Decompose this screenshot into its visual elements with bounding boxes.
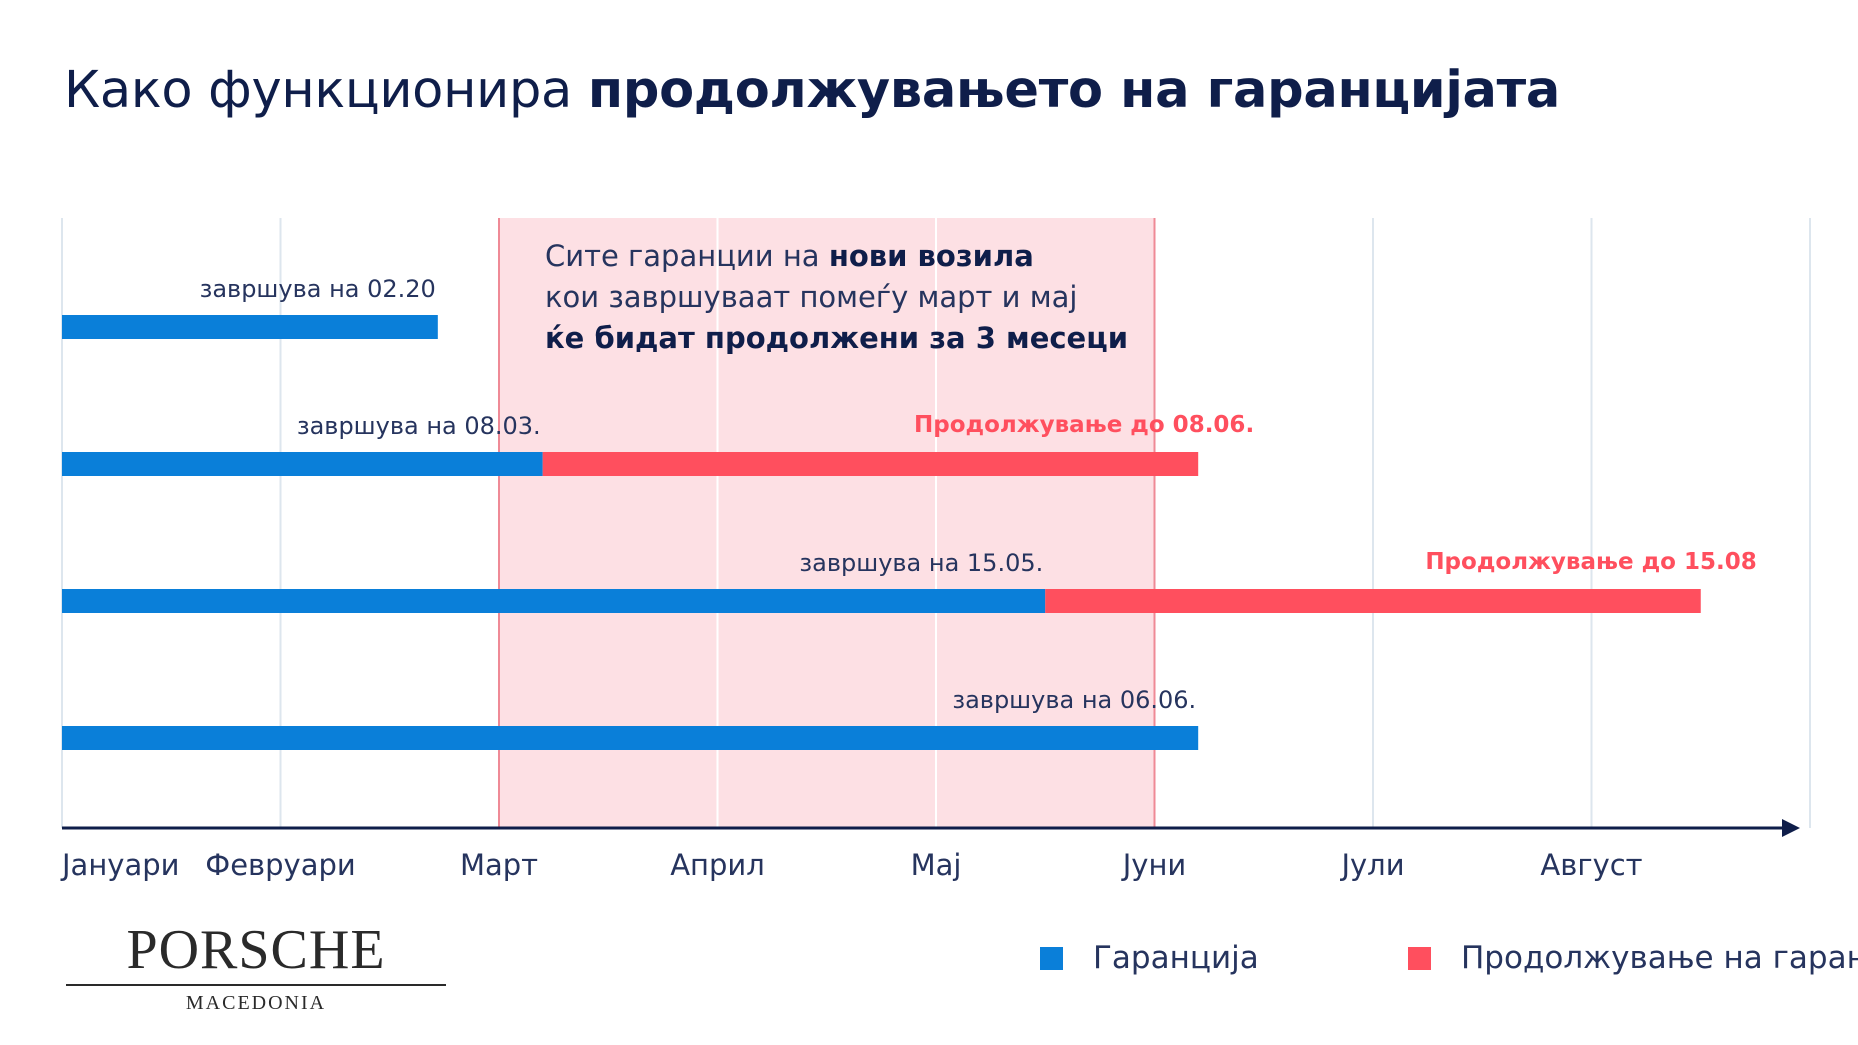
x-tick-label: Февруари [205, 848, 356, 882]
x-tick-label: Април [670, 848, 765, 882]
bar-extension-2 [542, 452, 1199, 476]
note-line-3-bold: ќе бидат продолжени за 3 месеци [545, 321, 1129, 355]
title-bold: продолжувањето на гаранцијата [587, 61, 1561, 120]
bar-warranty-2 [62, 452, 543, 476]
x-tick-label: Март [460, 848, 538, 882]
bars-group [62, 315, 1701, 750]
note-line-3: ќе бидат продолжени за 3 месеци [545, 318, 1128, 359]
bar-label-warranty-3: завршува на 15.05. [799, 549, 1043, 577]
note-line-1-light: Сите гаранции на [545, 239, 820, 273]
page-title: Како функционира продолжувањето на гаран… [64, 58, 1560, 124]
bar-label-warranty-1: завршува на 02.20 [200, 275, 436, 303]
bar-warranty-4 [62, 726, 1199, 750]
bar-label-extension-2: Продолжување до 08.06. [914, 412, 1254, 438]
bar-label-extension-3: Продолжување до 15.08 [1425, 549, 1756, 575]
brand-subtitle: MACEDONIA [185, 992, 327, 1014]
bar-labels-group: завршува на 02.20 завршува на 08.03. Продо… [200, 275, 1757, 714]
note-line-1-bold: нови возила [828, 239, 1034, 273]
x-tick-label: Мај [911, 848, 962, 882]
legend-swatch-warranty [1040, 946, 1063, 970]
x-axis-arrow [1782, 819, 1800, 837]
x-tick-label: Јули [1339, 848, 1404, 882]
legend-label-warranty: Гаранција [1093, 940, 1259, 976]
legend-item-warranty: Гаранција [1040, 940, 1259, 976]
x-tick-label: Јуни [1121, 848, 1187, 882]
bar-warranty-3 [62, 589, 1046, 613]
note-line-1: Сите гаранции на нови возила [545, 236, 1128, 277]
legend-swatch-extension [1408, 946, 1431, 970]
x-tick-label: Август [1540, 848, 1642, 882]
x-tick-label: Јануари [60, 848, 179, 882]
brand-name: PORSCHE [126, 919, 386, 981]
legend-label-extension: Продолжување на гаранци [1461, 940, 1858, 976]
title-light: Како функционира [64, 61, 572, 120]
x-axis-tick-labels: Јануари Февруари Март Април Мај Јуни Јули Авгус… [60, 848, 1643, 882]
bar-warranty-1 [62, 315, 438, 339]
brand-divider [66, 984, 446, 986]
legend-item-extension: Продолжување на гаранци [1408, 940, 1858, 976]
porsche-macedonia-logo: PORSCHE MACEDONIA [66, 922, 446, 1014]
bar-label-warranty-2: завршува на 08.03. [297, 412, 541, 440]
bar-extension-3 [1045, 589, 1701, 613]
bar-label-warranty-4: завршува на 06.06. [952, 686, 1196, 714]
extension-note: Сите гаранции на нови возила кои завршув… [545, 236, 1128, 359]
note-line-2: кои завршуваат помеѓу март и мај [545, 280, 1078, 314]
